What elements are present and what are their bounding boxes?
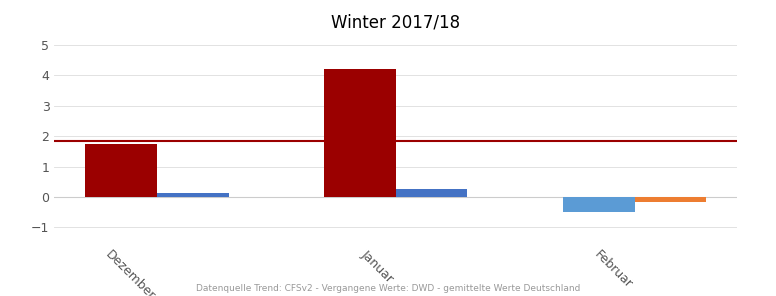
Bar: [635, 197, 706, 202]
Title: Winter 2017/18: Winter 2017/18: [331, 13, 460, 31]
Bar: [324, 69, 396, 197]
Bar: [85, 144, 157, 197]
Bar: [157, 193, 229, 197]
Bar: [563, 197, 635, 212]
Bar: [396, 189, 467, 197]
Text: Datenquelle Trend: CFSv2 - Vergangene Werte: DWD - gemittelte Werte Deutschland: Datenquelle Trend: CFSv2 - Vergangene We…: [196, 284, 580, 293]
